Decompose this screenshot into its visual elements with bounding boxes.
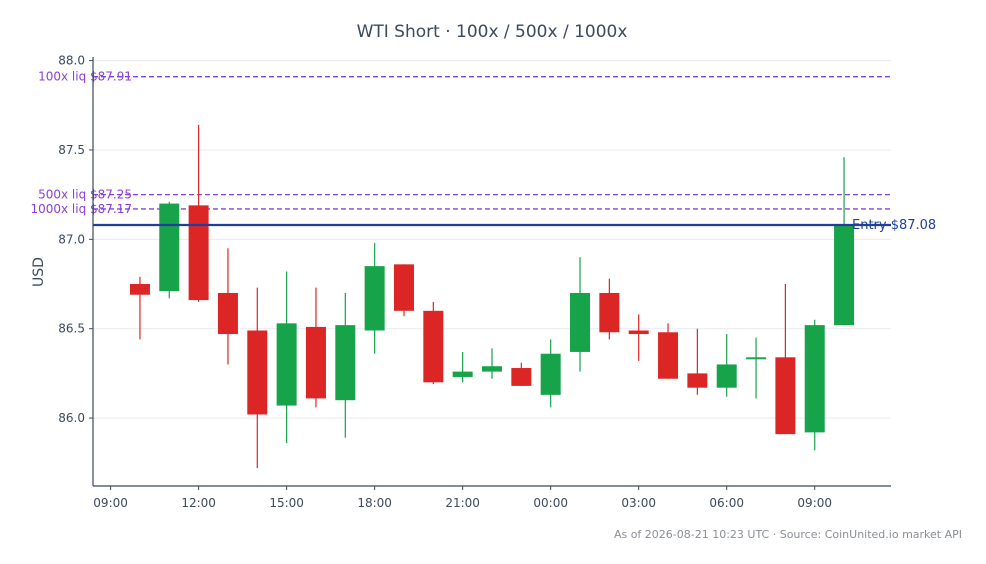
candles	[129, 124, 855, 469]
candle-body	[217, 292, 238, 335]
x-tick-label: 03:00	[621, 496, 656, 510]
x-tick-label: 18:00	[357, 496, 392, 510]
x-tick-label: 09:00	[797, 496, 832, 510]
y-tick-label: 87.5	[58, 143, 85, 157]
chart-title: WTI Short · 100x / 500x / 1000x	[357, 22, 628, 42]
candle-body	[452, 371, 473, 377]
liquidation-label: 100x liq $87.91	[38, 70, 132, 84]
candle-body	[511, 368, 532, 386]
candle-body	[804, 325, 825, 433]
candle-body	[775, 357, 796, 435]
candle-body	[834, 225, 855, 326]
entry-level: Entry $87.08	[93, 218, 936, 233]
candle-body	[276, 323, 297, 406]
candle-body	[599, 292, 620, 333]
candle-body	[364, 266, 385, 331]
y-tick-label: 86.0	[58, 411, 85, 425]
candle-body	[628, 330, 649, 335]
candle-body	[335, 325, 356, 401]
liquidation-label: 500x liq $87.25	[38, 188, 132, 202]
candle-body	[540, 353, 561, 395]
candle-body	[746, 357, 767, 360]
y-tick-label: 87.0	[58, 232, 85, 246]
candle-body	[129, 284, 150, 295]
y-axis-label: USD	[31, 257, 47, 287]
candle-body	[687, 373, 708, 388]
candle-body	[716, 364, 737, 388]
x-tick-label: 00:00	[533, 496, 568, 510]
candle-body	[482, 366, 502, 372]
source-footnote: As of 2026-08-21 10:23 UTC · Source: Coi…	[614, 528, 962, 541]
candle-body	[305, 326, 326, 399]
entry-label: Entry $87.08	[852, 218, 936, 233]
candle-body	[247, 330, 268, 415]
candle-body	[570, 292, 591, 352]
x-tick-label: 12:00	[181, 496, 216, 510]
x-tick-label: 21:00	[445, 496, 480, 510]
y-tick-label: 88.0	[58, 54, 85, 68]
x-tick-label: 15:00	[269, 496, 304, 510]
liquidation-label: 1000x liq $87.17	[30, 202, 132, 216]
candle-body	[423, 310, 444, 383]
y-tick-label: 86.5	[58, 322, 85, 336]
candle-body	[159, 203, 180, 292]
x-tick-label: 09:00	[93, 496, 128, 510]
candle-body	[658, 332, 679, 379]
axes: 86.0 86.5 87.0 87.5 88.0 09:00 12:00 15:00 18:00…	[58, 54, 891, 510]
candle-body	[393, 264, 414, 311]
candle-body	[188, 205, 209, 301]
x-tick-label: 06:00	[709, 496, 744, 510]
